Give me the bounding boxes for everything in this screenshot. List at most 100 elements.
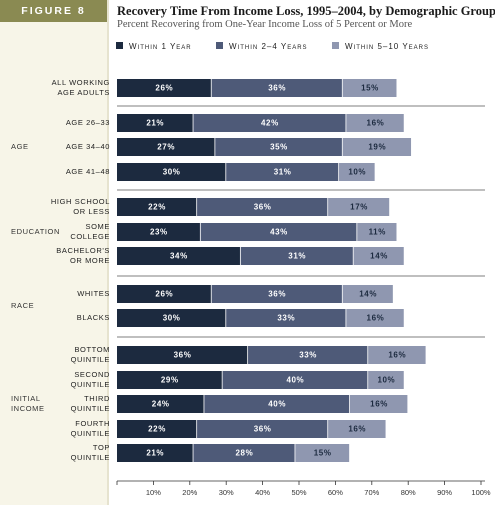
bar-segment <box>222 371 368 389</box>
x-tick-label: 100% <box>471 488 491 497</box>
data-label: 42% <box>261 119 279 128</box>
data-label: 33% <box>299 351 317 360</box>
bar-segment <box>240 247 353 265</box>
x-tick-label: 30% <box>219 488 234 497</box>
x-tick-label: 90% <box>437 488 452 497</box>
bar-segment <box>342 79 397 97</box>
group-label: AGE <box>11 142 29 151</box>
bar-segment <box>346 114 404 132</box>
x-tick-label: 10% <box>146 488 161 497</box>
bar-segment <box>328 198 390 216</box>
category-label: AGE 41–48 <box>66 167 110 176</box>
legend-item-3: Within 5–10 Years <box>332 40 429 54</box>
data-label: 30% <box>163 314 181 323</box>
x-tick-label: 70% <box>364 488 379 497</box>
data-label: 36% <box>268 84 286 93</box>
data-label: 16% <box>348 425 366 434</box>
bar-segment <box>226 309 346 327</box>
data-label: 26% <box>155 290 173 299</box>
data-label: 40% <box>268 400 286 409</box>
data-label: 33% <box>277 314 295 323</box>
bar-segment <box>193 444 295 462</box>
bar-segment <box>226 163 339 181</box>
category-label: HIGH SCHOOL OR LESS <box>51 197 110 216</box>
x-tick-label: 40% <box>255 488 270 497</box>
data-label: 28% <box>235 449 253 458</box>
bar-segment <box>117 346 248 364</box>
data-label: 30% <box>163 168 181 177</box>
data-label: 22% <box>148 425 166 434</box>
bar-segment <box>193 114 346 132</box>
bar-segment <box>215 138 342 156</box>
data-label: 24% <box>152 400 170 409</box>
data-label: 17% <box>350 203 368 212</box>
bar-segment <box>117 223 200 241</box>
bar-segment <box>328 420 386 438</box>
bar-segment <box>342 138 412 156</box>
bar-segment <box>117 79 211 97</box>
category-label: SECOND QUINTILE <box>71 370 110 389</box>
legend-label-2: Within 2–4 Years <box>229 42 308 51</box>
data-label: 35% <box>270 143 288 152</box>
chart-subtitle: Percent Recovering from One-Year Income … <box>117 19 413 30</box>
data-label: 27% <box>157 143 175 152</box>
legend-swatch-2 <box>216 42 223 49</box>
data-label: 16% <box>367 314 385 323</box>
figure-rule <box>107 0 109 505</box>
bar-segment <box>117 163 226 181</box>
category-label: THIRD QUINTILE <box>71 394 110 413</box>
data-label: 16% <box>367 119 385 128</box>
data-label: 10% <box>348 168 366 177</box>
bar-segment <box>117 309 226 327</box>
category-label: FOURTH QUINTILE <box>71 419 110 438</box>
data-label: 14% <box>359 290 377 299</box>
category-label: ALL WORKING AGE ADULTS <box>52 78 110 97</box>
bar-segment <box>368 371 404 389</box>
bar-segment <box>117 420 197 438</box>
bar-segment <box>117 285 211 303</box>
data-label: 43% <box>270 228 288 237</box>
data-label: 31% <box>288 252 306 261</box>
data-label: 22% <box>148 203 166 212</box>
bar-segment <box>211 79 342 97</box>
group-label: INITIAL INCOME <box>11 394 45 413</box>
bar-segment <box>197 198 328 216</box>
data-label: 21% <box>146 449 164 458</box>
category-label: WHITES <box>77 289 110 298</box>
category-label: TOP QUINTILE <box>71 443 110 462</box>
bar-segment <box>197 420 328 438</box>
category-label: AGE 26–33 <box>66 118 110 127</box>
legend-swatch-3 <box>332 42 339 49</box>
bar-segment <box>117 138 215 156</box>
bar-segment <box>204 395 350 413</box>
bar-segment <box>117 198 197 216</box>
data-label: 16% <box>370 400 388 409</box>
category-label: AGE 34–40 <box>66 142 110 151</box>
data-label: 15% <box>314 449 332 458</box>
category-label: BLACKS <box>77 313 110 322</box>
legend-item-1: Within 1 Year <box>116 40 192 54</box>
data-label: 36% <box>254 425 272 434</box>
left-panel <box>0 22 107 505</box>
bar-segment <box>368 346 426 364</box>
bar-segment <box>349 395 408 413</box>
x-tick-label: 50% <box>291 488 306 497</box>
legend-swatch-1 <box>116 42 123 49</box>
data-label: 14% <box>370 252 388 261</box>
group-label: RACE <box>11 301 34 310</box>
x-tick-label: 20% <box>182 488 197 497</box>
x-tick-label: 80% <box>401 488 416 497</box>
bar-segment <box>211 285 342 303</box>
bar-segment <box>357 223 397 241</box>
bar-segment <box>200 223 357 241</box>
data-label: 36% <box>254 203 272 212</box>
bar-segment <box>117 371 222 389</box>
data-label: 36% <box>268 290 286 299</box>
data-label: 10% <box>377 376 395 385</box>
figure-label: FIGURE 8 <box>0 0 107 22</box>
chart-title: Recovery Time From Income Loss, 1995–200… <box>117 4 495 18</box>
data-label: 36% <box>174 351 192 360</box>
data-label: 23% <box>150 228 168 237</box>
data-label: 11% <box>369 228 386 237</box>
